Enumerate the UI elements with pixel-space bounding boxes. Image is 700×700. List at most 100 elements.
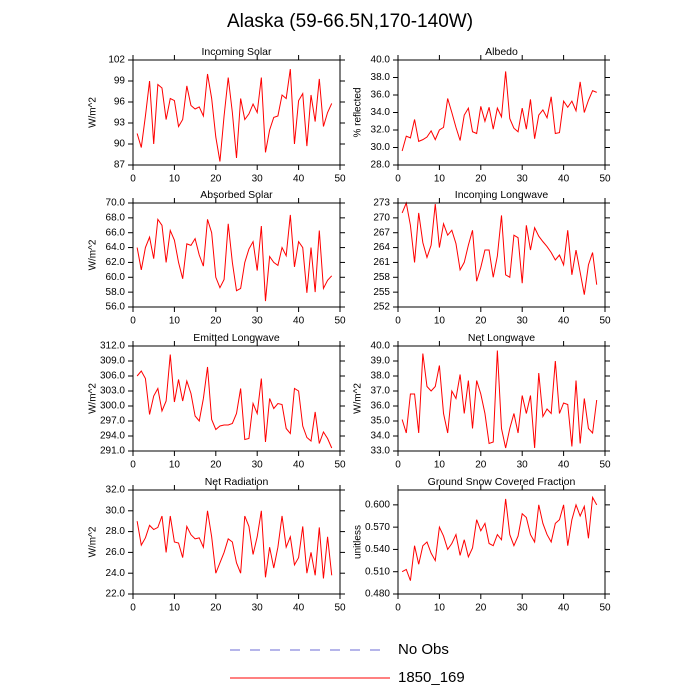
y-tick-label: 0.570 bbox=[365, 522, 390, 533]
x-tick-label: 30 bbox=[517, 603, 529, 614]
y-axis-label: W/m^2 bbox=[353, 383, 364, 414]
x-tick-label: 0 bbox=[395, 603, 401, 614]
y-tick-label: 255 bbox=[373, 287, 390, 298]
plot-frame bbox=[397, 345, 606, 452]
y-tick-label: 0.600 bbox=[365, 499, 390, 510]
plot-frame bbox=[132, 59, 341, 166]
x-tick-label: 40 bbox=[558, 460, 570, 471]
y-tick-label: 56.0 bbox=[106, 302, 126, 313]
x-tick-label: 50 bbox=[599, 316, 611, 327]
x-tick-label: 30 bbox=[252, 174, 264, 185]
plot-frame bbox=[132, 489, 341, 595]
x-tick-label: 0 bbox=[395, 174, 401, 185]
y-tick-label: 312.0 bbox=[100, 341, 125, 352]
x-tick-label: 20 bbox=[475, 460, 487, 471]
y-tick-label: 32.0 bbox=[371, 125, 391, 136]
plot-frame bbox=[397, 202, 606, 308]
x-tick-label: 50 bbox=[334, 174, 346, 185]
y-tick-label: 68.0 bbox=[106, 212, 126, 223]
x-tick-label: 50 bbox=[599, 174, 611, 185]
plot-frame bbox=[397, 489, 606, 595]
panel-title: Incoming Longwave bbox=[455, 189, 549, 201]
panel-title: Net Longwave bbox=[468, 332, 535, 344]
y-tick-label: 35.0 bbox=[371, 416, 391, 427]
x-tick-label: 30 bbox=[517, 460, 529, 471]
x-tick-label: 20 bbox=[210, 174, 222, 185]
x-tick-label: 10 bbox=[434, 316, 446, 327]
panel-title: Ground Snow Covered Fraction bbox=[428, 476, 576, 488]
x-tick-label: 30 bbox=[252, 316, 264, 327]
y-tick-label: 37.0 bbox=[371, 386, 391, 397]
x-tick-label: 10 bbox=[434, 460, 446, 471]
y-tick-label: 291.0 bbox=[100, 446, 125, 457]
y-tick-label: 38.0 bbox=[371, 371, 391, 382]
panel-title: Absorbed Solar bbox=[200, 189, 273, 201]
y-tick-label: 273 bbox=[373, 198, 390, 209]
legend-label: No Obs bbox=[398, 641, 449, 658]
x-tick-label: 40 bbox=[293, 603, 305, 614]
y-tick-label: 267 bbox=[373, 227, 390, 238]
x-tick-label: 0 bbox=[130, 460, 136, 471]
y-tick-label: 60.0 bbox=[106, 272, 126, 283]
x-tick-label: 40 bbox=[558, 603, 570, 614]
y-tick-label: 0.540 bbox=[365, 544, 390, 555]
y-tick-label: 0.480 bbox=[365, 589, 390, 600]
x-tick-label: 30 bbox=[252, 603, 264, 614]
y-tick-label: 66.0 bbox=[106, 227, 126, 238]
y-tick-label: 62.0 bbox=[106, 257, 126, 268]
y-tick-label: 24.0 bbox=[106, 568, 126, 579]
data-line bbox=[136, 69, 333, 162]
x-tick-label: 20 bbox=[475, 316, 487, 327]
y-tick-label: 90 bbox=[114, 139, 126, 150]
x-tick-label: 30 bbox=[252, 460, 264, 471]
data-line bbox=[136, 354, 333, 449]
y-axis-label: W/m^2 bbox=[88, 383, 99, 414]
x-tick-label: 50 bbox=[334, 316, 346, 327]
x-tick-label: 0 bbox=[130, 603, 136, 614]
x-tick-label: 30 bbox=[517, 174, 529, 185]
panel-title: Emitted Longwave bbox=[193, 332, 280, 344]
x-tick-label: 10 bbox=[434, 174, 446, 185]
y-tick-label: 70.0 bbox=[106, 198, 126, 209]
x-tick-label: 40 bbox=[558, 316, 570, 327]
y-axis-label: % reflected bbox=[353, 87, 364, 137]
panel: Net Longwave W/m^2 33.0 34.0 35.0 36.0 37.0 38.… bbox=[353, 332, 611, 471]
x-tick-label: 20 bbox=[475, 174, 487, 185]
x-tick-label: 40 bbox=[558, 174, 570, 185]
y-axis-label: W/m^2 bbox=[88, 526, 99, 557]
y-tick-label: 28.0 bbox=[106, 526, 126, 537]
panel: Absorbed Solar W/m^2 56.0 58.0 60.0 62.0 64.0 6… bbox=[88, 189, 346, 327]
x-tick-label: 20 bbox=[210, 460, 222, 471]
y-tick-label: 33.0 bbox=[371, 446, 391, 457]
y-axis-label: W/m^2 bbox=[88, 97, 99, 128]
y-axis-label: unitless bbox=[353, 525, 364, 559]
panel: Emitted Longwave W/m^2 291.0 294.0 297.0 300.… bbox=[88, 332, 346, 471]
x-tick-label: 0 bbox=[130, 174, 136, 185]
plot-frame bbox=[132, 345, 341, 452]
x-tick-label: 20 bbox=[475, 603, 487, 614]
panel-title: Incoming Solar bbox=[201, 46, 272, 58]
x-tick-label: 50 bbox=[599, 603, 611, 614]
y-tick-label: 270 bbox=[373, 212, 390, 223]
x-tick-label: 20 bbox=[210, 603, 222, 614]
panel: Incoming Longwave 252 255 258 261 264 267 270 27… bbox=[373, 189, 611, 327]
x-tick-label: 40 bbox=[293, 174, 305, 185]
y-tick-label: 28.0 bbox=[371, 160, 391, 171]
y-tick-label: 26.0 bbox=[106, 547, 126, 558]
y-tick-label: 300.0 bbox=[100, 401, 125, 412]
x-tick-label: 50 bbox=[599, 460, 611, 471]
x-tick-label: 10 bbox=[169, 460, 181, 471]
x-tick-label: 10 bbox=[169, 603, 181, 614]
y-tick-label: 36.0 bbox=[371, 90, 391, 101]
y-tick-label: 264 bbox=[373, 242, 390, 253]
y-tick-label: 38.0 bbox=[371, 72, 391, 83]
data-line bbox=[401, 495, 598, 581]
x-tick-label: 0 bbox=[130, 316, 136, 327]
plot-frame bbox=[397, 59, 606, 166]
y-tick-label: 309.0 bbox=[100, 356, 125, 367]
panel: Albedo % reflected 28.0 30.0 32.0 34.0 36.0 38.… bbox=[353, 46, 611, 185]
x-tick-label: 10 bbox=[169, 316, 181, 327]
x-tick-label: 50 bbox=[334, 460, 346, 471]
data-line bbox=[136, 214, 333, 302]
